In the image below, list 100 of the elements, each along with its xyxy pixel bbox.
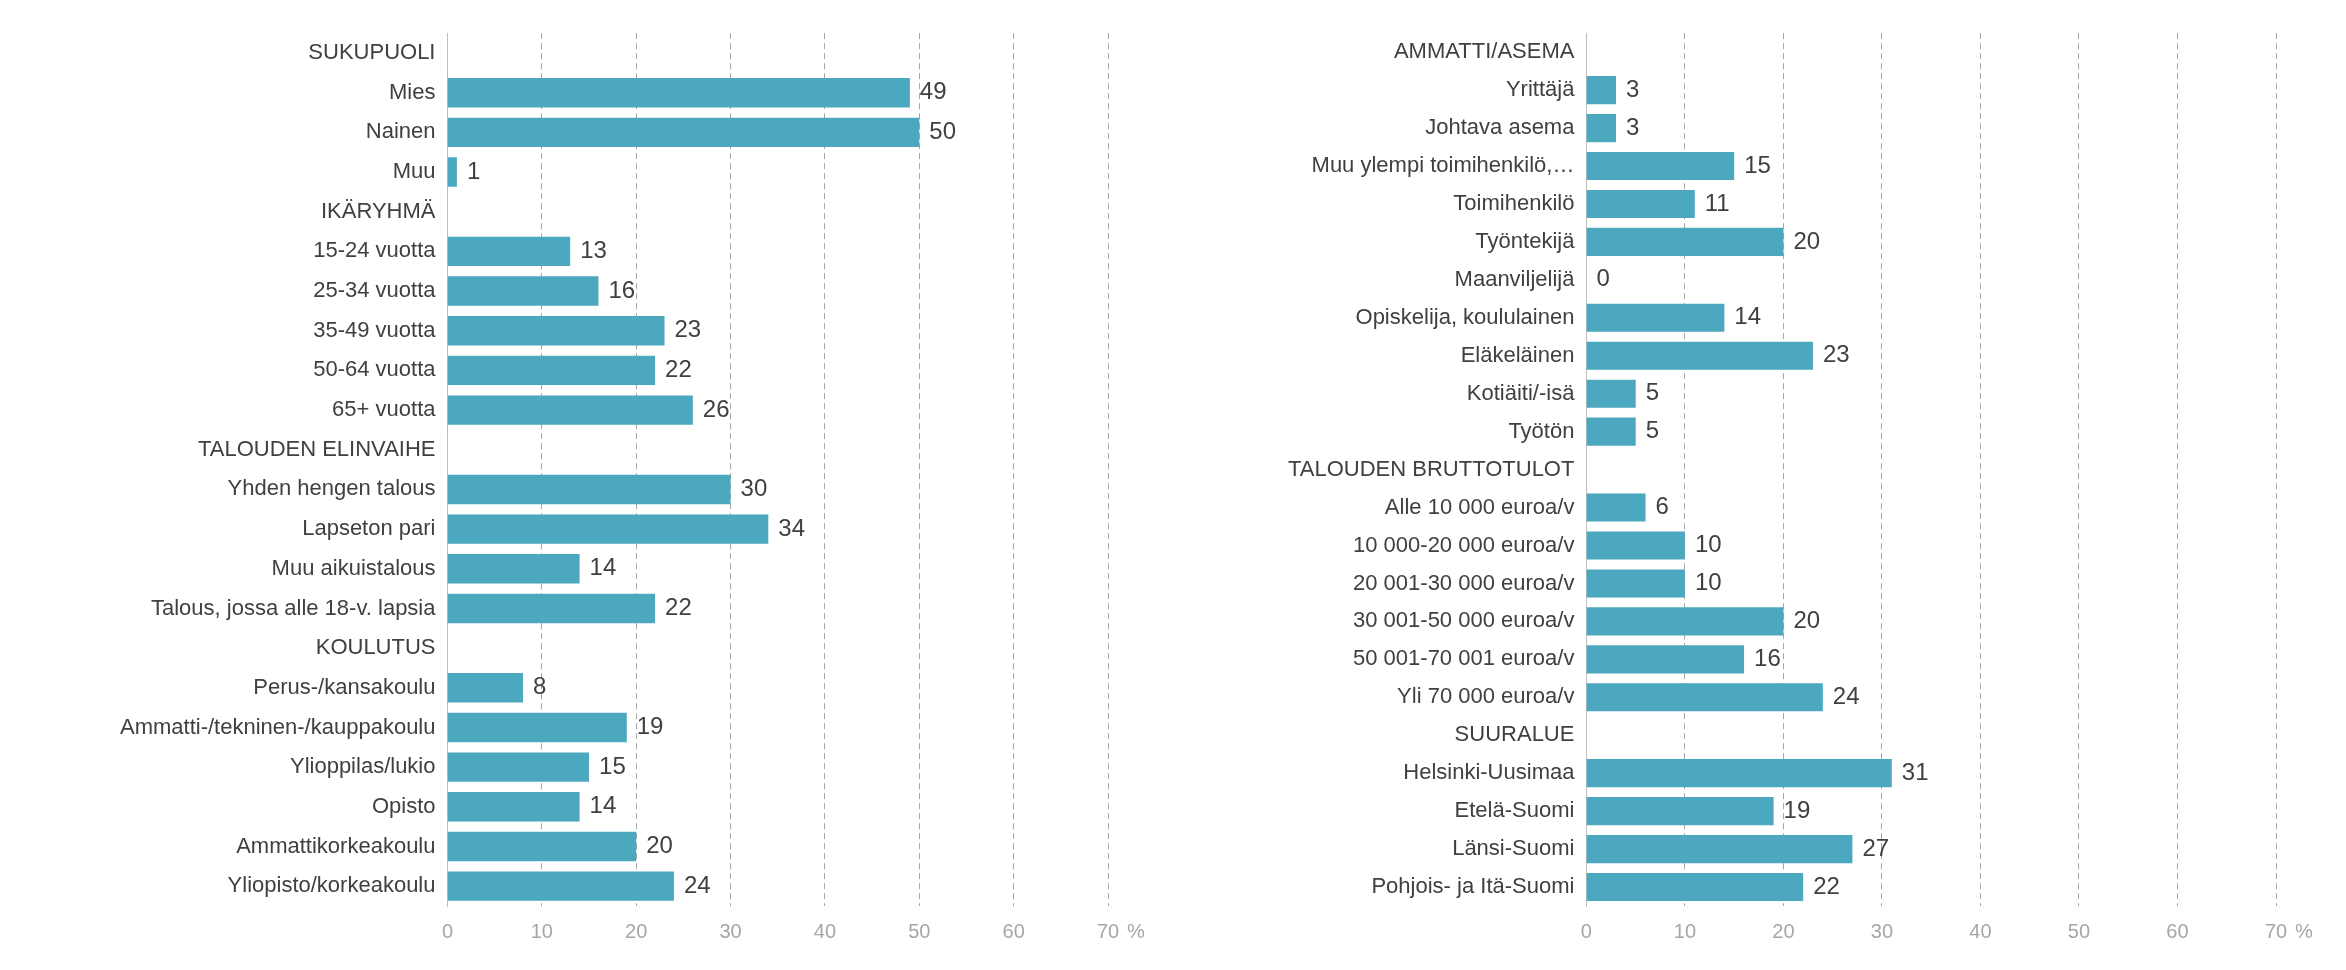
data-label: 19 (1783, 795, 1811, 823)
bar (447, 554, 580, 584)
y-tick-label: 50 001-70 001 euroa/v (1353, 645, 1575, 671)
y-tick-label: Yli 70 000 euroa/v (1397, 683, 1575, 709)
y-tick-label: TALOUDEN BRUTTOTULOT (1287, 455, 1575, 481)
x-axis-title: % (1127, 919, 1146, 942)
y-tick-label: Ylioppilas/lukio (289, 753, 436, 779)
bar (1586, 341, 1813, 370)
data-label: 23 (1823, 340, 1850, 368)
bar (447, 117, 920, 148)
data-label: 22 (1813, 871, 1840, 899)
x-tick-label: 30 (1870, 919, 1894, 942)
bar (1586, 872, 1804, 902)
bar (447, 792, 580, 822)
data-label: 5 (1645, 378, 1660, 406)
x-tick-label: 70 (1096, 919, 1120, 942)
y-tick-label: Perus-/kansakoulu (253, 673, 436, 699)
y-tick-label: TALOUDEN ELINVAIHE (197, 435, 436, 461)
x-tick-label: 10 (1673, 919, 1697, 942)
y-tick-label: Yhden hengen talous (227, 475, 436, 501)
y-tick-label: Muu ylempi toimihenkilö,… (1311, 152, 1575, 178)
x-tick-label: 20 (625, 919, 648, 942)
x-tick-label: 30 (719, 919, 742, 942)
data-label: 5 (1645, 416, 1660, 444)
data-label: 22 (665, 593, 692, 621)
data-label: 22 (665, 355, 692, 383)
data-label: 30 (740, 474, 768, 502)
y-tick-label: Mies (389, 78, 436, 104)
y-tick-label: Alle 10 000 euroa/v (1384, 493, 1575, 519)
data-label: 6 (1655, 492, 1669, 520)
data-label: 16 (608, 275, 636, 303)
y-tick-label: KOULUTUS (315, 634, 436, 660)
data-label: 14 (589, 553, 617, 581)
y-tick-label: Johtava asema (1425, 114, 1576, 140)
bar (447, 355, 656, 386)
bar (447, 514, 769, 544)
y-tick-label: 30 001-50 000 euroa/v (1353, 607, 1575, 633)
bar (1586, 531, 1685, 560)
bar (447, 474, 731, 505)
bar (1586, 835, 1853, 864)
data-label: 26 (702, 394, 730, 422)
bar (447, 157, 457, 187)
bar (447, 871, 674, 901)
bar (1586, 493, 1646, 522)
data-label: 15 (1744, 150, 1771, 178)
data-label: 11 (1704, 188, 1730, 216)
bar (1586, 569, 1685, 598)
y-tick-label: Pohjois- ja Itä-Suomi (1371, 873, 1575, 899)
bar (447, 236, 571, 267)
bar (1586, 797, 1774, 826)
bar (1586, 151, 1735, 181)
data-label: 23 (674, 315, 702, 343)
data-label: 15 (599, 751, 626, 779)
data-label: 16 (1754, 643, 1781, 671)
y-tick-label: Opisto (371, 792, 436, 818)
data-label: 3 (1625, 112, 1640, 140)
data-label: 20 (1793, 226, 1821, 254)
y-tick-label: Eläkeläinen (1460, 341, 1575, 367)
x-axis-title: % (2295, 919, 2314, 942)
y-tick-label: IKÄRYHMÄ (320, 197, 436, 223)
bar (1586, 189, 1695, 219)
data-label: 1 (466, 156, 481, 184)
data-label: 13 (580, 236, 607, 264)
bar (447, 673, 523, 703)
y-tick-label: Ammattikorkeakoulu (236, 832, 436, 858)
y-tick-label: SUURALUE (1454, 721, 1575, 747)
bar (447, 78, 910, 108)
y-tick-label: Yrittäjä (1505, 76, 1576, 102)
y-tick-label: Talous, jossa alle 18-v. lapsia (150, 594, 437, 620)
y-tick-label: Maanviljelijä (1454, 265, 1576, 291)
y-tick-label: 35-49 vuotta (313, 316, 437, 342)
y-tick-label: Toimihenkilö (1453, 190, 1575, 216)
y-tick-label: Helsinki-Uusimaa (1403, 759, 1576, 785)
x-tick-label: 50 (2067, 919, 2091, 942)
y-tick-label: 50-64 vuotta (313, 356, 437, 382)
y-tick-label: Työtön (1508, 417, 1575, 443)
data-label: 14 (589, 791, 617, 819)
data-label: 19 (636, 712, 664, 740)
bar (447, 593, 656, 624)
y-tick-label: 10 000-20 000 euroa/v (1353, 531, 1575, 557)
bar (1586, 683, 1823, 712)
x-tick-label: 0 (441, 919, 454, 942)
data-label: 31 (1901, 757, 1929, 785)
y-tick-label: 65+ vuotta (332, 396, 437, 422)
bar (1586, 303, 1725, 332)
y-tick-label: Muu (392, 158, 436, 184)
y-tick-label: SUKUPUOLI (308, 39, 436, 65)
data-label: 49 (919, 77, 947, 105)
data-label: 20 (1793, 606, 1821, 634)
data-label: 10 (1694, 530, 1722, 558)
bar (447, 276, 599, 306)
bar (1586, 114, 1616, 143)
data-label: 24 (683, 870, 711, 898)
data-label: 3 (1625, 74, 1640, 102)
bar (447, 712, 627, 743)
data-label: 8 (532, 672, 547, 700)
data-label: 20 (646, 831, 673, 859)
y-tick-label: 20 001-30 000 euroa/v (1353, 569, 1575, 595)
data-label: 50 (929, 117, 956, 145)
bar (1586, 759, 1892, 788)
